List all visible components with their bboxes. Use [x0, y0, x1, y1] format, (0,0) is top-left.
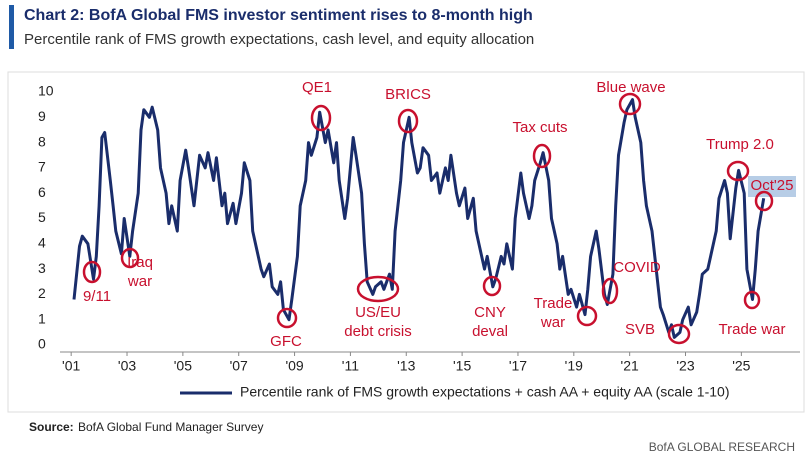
- annotation-circle: [397, 108, 419, 134]
- y-tick-label: 1: [38, 310, 46, 326]
- x-tick-label: '07: [230, 358, 248, 374]
- annotation-circle: [120, 247, 140, 269]
- chart-title: Chart 2: BofA Global FMS investor sentim…: [24, 7, 533, 24]
- y-tick-label: 2: [38, 285, 46, 301]
- annotation: Tax cuts: [512, 119, 567, 136]
- annotation: war: [540, 314, 565, 331]
- y-tick-label: 5: [38, 209, 46, 225]
- x-tick-label: '25: [732, 358, 750, 374]
- series-line: [72, 98, 766, 339]
- x-tick-label: '17: [509, 358, 527, 374]
- annotation: deval: [472, 323, 508, 340]
- annotation: QE1: [302, 79, 332, 96]
- annotation: Trump 2.0: [706, 136, 774, 153]
- chart-subtitle: Percentile rank of FMS growth expectatio…: [24, 31, 534, 48]
- annotation: Trade war: [719, 321, 786, 338]
- annotation-circle: [482, 275, 502, 297]
- x-tick-label: '21: [621, 358, 639, 374]
- y-tick-label: 6: [38, 184, 46, 200]
- annotation: 9/11: [83, 288, 111, 305]
- y-tick-label: 10: [38, 83, 54, 99]
- annotation-circle: [276, 307, 298, 329]
- annotation: Blue wave: [596, 79, 665, 96]
- annotation-circle: [82, 260, 102, 284]
- annotation: BRICS: [385, 86, 431, 103]
- annotation: GFC: [270, 333, 302, 350]
- y-tick-label: 9: [38, 108, 46, 124]
- source: BofA Global Fund Manager Survey: [78, 420, 263, 434]
- annotation-circle: [601, 277, 619, 305]
- plot-frame: [7, 71, 805, 413]
- x-tick-label: '13: [397, 358, 415, 374]
- annotation-circle: [726, 160, 750, 182]
- x-tick-label: '19: [565, 358, 583, 374]
- x-tick-label: '23: [676, 358, 694, 374]
- annotation: Trade: [534, 295, 573, 312]
- annotation: CNY: [474, 304, 506, 321]
- annotation-circle: [310, 104, 332, 132]
- footer: BofA GLOBAL RESEARCH: [649, 440, 795, 454]
- x-tick-label: '03: [118, 358, 136, 374]
- annotation: SVB: [625, 321, 655, 338]
- annotation: Oct'25: [751, 177, 794, 194]
- annotation-circle: [754, 190, 774, 212]
- annotation-circle: [743, 290, 761, 310]
- legend-label: Percentile rank of FMS growth expectatio…: [240, 384, 729, 400]
- x-tick-label: '11: [342, 358, 359, 374]
- annotation: debt crisis: [344, 323, 412, 340]
- annotation-circle: [618, 92, 642, 116]
- annotation-circle: [532, 143, 552, 169]
- y-tick-label: 3: [38, 260, 46, 276]
- annotation: war: [127, 273, 152, 290]
- y-tick-label: 0: [38, 336, 46, 352]
- annotation: COVID: [613, 259, 661, 276]
- annotation-circle: [576, 305, 598, 327]
- x-tick-label: '09: [285, 358, 303, 374]
- x-tick-label: '15: [453, 358, 471, 374]
- annotation: Iraq: [127, 254, 153, 271]
- y-tick-label: 4: [38, 235, 46, 251]
- x-tick-label: '01: [62, 358, 80, 374]
- y-tick-label: 7: [38, 159, 46, 175]
- source-label: Source:: [29, 420, 74, 434]
- annotation-circle: [667, 323, 691, 345]
- title-accent: [9, 5, 14, 49]
- y-tick-label: 8: [38, 133, 46, 149]
- annotation: US/EU: [355, 304, 401, 321]
- annotation-circle: [356, 275, 400, 303]
- x-tick-label: '05: [174, 358, 192, 374]
